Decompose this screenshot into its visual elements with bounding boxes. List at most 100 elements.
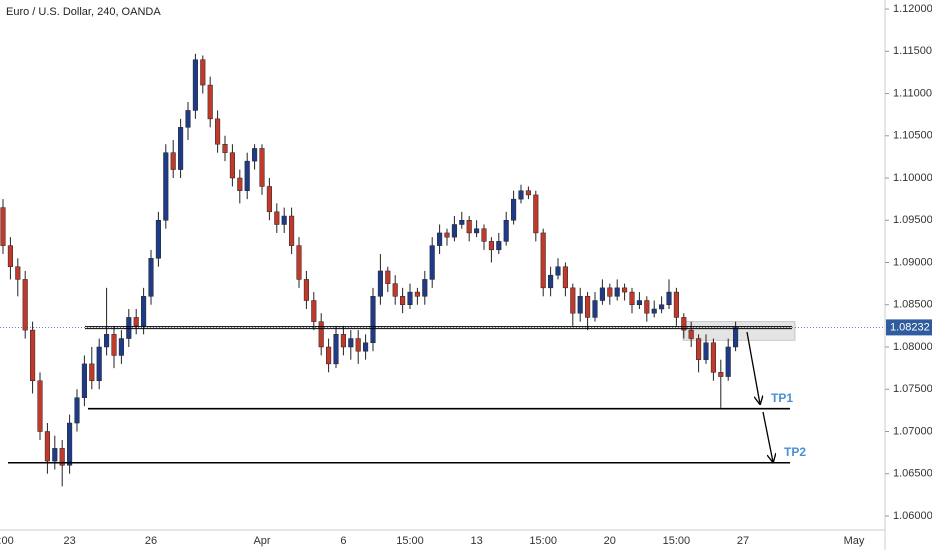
x-tick-label: 20	[604, 535, 616, 547]
candle-body	[0, 207, 6, 246]
candle-body	[141, 296, 147, 327]
candle-body	[666, 291, 672, 306]
candle-body	[207, 84, 213, 120]
candle-body	[636, 300, 642, 306]
candle-body	[44, 431, 50, 462]
x-tick-label: 6	[340, 535, 346, 547]
candle-body	[444, 232, 450, 238]
plot-area	[0, 53, 885, 487]
candle-body	[126, 317, 132, 339]
candle-body	[525, 190, 531, 196]
target-label: TP1	[771, 391, 793, 405]
candle-body	[725, 346, 731, 377]
x-tick-label: Apr	[253, 535, 270, 547]
candle-body	[296, 245, 302, 280]
target-label: TP2	[784, 445, 806, 459]
candle-body	[348, 338, 354, 348]
candle-body	[192, 59, 198, 111]
candle-body	[244, 160, 250, 191]
candle-body	[503, 220, 509, 242]
zone	[682, 321, 796, 341]
candle-body	[733, 327, 739, 348]
candle-body	[570, 287, 576, 314]
candle-body	[303, 279, 309, 301]
x-tick-label: 23	[63, 535, 75, 547]
candle-body	[15, 266, 21, 280]
y-tick-label: 1.11000	[893, 87, 932, 99]
candle-body	[252, 148, 258, 162]
candle-body	[659, 304, 665, 310]
x-tick-label: 26	[145, 535, 157, 547]
candle-body	[437, 232, 443, 246]
candle-body	[651, 308, 657, 314]
candle-body	[7, 245, 13, 267]
candle-body	[237, 177, 243, 191]
candle-body	[577, 296, 583, 314]
candle-body	[318, 321, 324, 348]
candle-body	[340, 334, 346, 348]
candle-body	[289, 215, 295, 246]
candle-body	[703, 342, 709, 360]
candle-body	[215, 118, 221, 145]
candle-body	[326, 346, 332, 365]
candle-body	[148, 258, 154, 297]
x-tick-label: 13	[470, 535, 482, 547]
candle-body	[229, 152, 235, 179]
arrow	[762, 411, 773, 462]
candle-body	[385, 270, 391, 284]
candle-body	[259, 148, 265, 187]
candle-body	[474, 228, 480, 234]
candle-body	[481, 228, 487, 242]
candle-body	[459, 220, 465, 225]
candle-body	[133, 317, 139, 327]
last-price-box	[886, 319, 932, 336]
candle-body	[533, 194, 539, 234]
candle-body	[274, 211, 280, 225]
candle-body	[363, 342, 369, 352]
candle-body	[96, 346, 102, 382]
candle-body	[74, 397, 80, 424]
candle-body	[496, 241, 502, 251]
candle-body	[622, 287, 628, 293]
candle-body	[400, 296, 406, 306]
candle-body	[170, 152, 176, 170]
candle-body	[548, 274, 554, 289]
y-tick-label: 1.12000	[893, 3, 932, 15]
candle-body	[37, 380, 43, 432]
candle-body	[377, 270, 383, 297]
chart-title: Euro / U.S. Dollar, 240, OANDA	[6, 6, 161, 18]
candle-body	[585, 296, 591, 318]
candle-body	[466, 220, 472, 234]
candle-body	[599, 287, 605, 301]
y-tick-label: 1.09500	[893, 214, 932, 226]
candle-body	[81, 363, 87, 398]
candle-body	[163, 152, 169, 221]
y-tick-label: 1.08000	[893, 341, 932, 353]
last-price-label: 1.08232	[890, 321, 930, 333]
candle-body	[673, 291, 679, 318]
y-tick-label: 1.10000	[893, 172, 932, 184]
candle-body	[511, 198, 517, 221]
candle-body	[407, 291, 413, 306]
candle-body	[540, 232, 546, 289]
x-tick-label: 27	[737, 535, 749, 547]
candle-body	[59, 448, 65, 466]
candle-body	[451, 224, 457, 238]
candle-body	[718, 372, 724, 377]
x-tick-label: 15:00	[396, 535, 424, 547]
candle-body	[644, 300, 650, 314]
candle-body	[118, 338, 124, 356]
candle-body	[52, 448, 58, 462]
candle-body	[629, 291, 635, 306]
candle-body	[422, 279, 428, 297]
candle-body	[392, 283, 398, 297]
y-tick-label: 1.11500	[893, 45, 932, 57]
candle-body	[200, 59, 206, 86]
candle-body	[696, 338, 702, 360]
y-tick-label: 1.10500	[893, 130, 932, 142]
x-tick-label: 1:00	[0, 535, 14, 547]
candle-body	[607, 287, 613, 297]
candle-body	[67, 422, 73, 466]
candle-body	[178, 127, 184, 170]
y-tick-label: 1.07500	[893, 383, 932, 395]
